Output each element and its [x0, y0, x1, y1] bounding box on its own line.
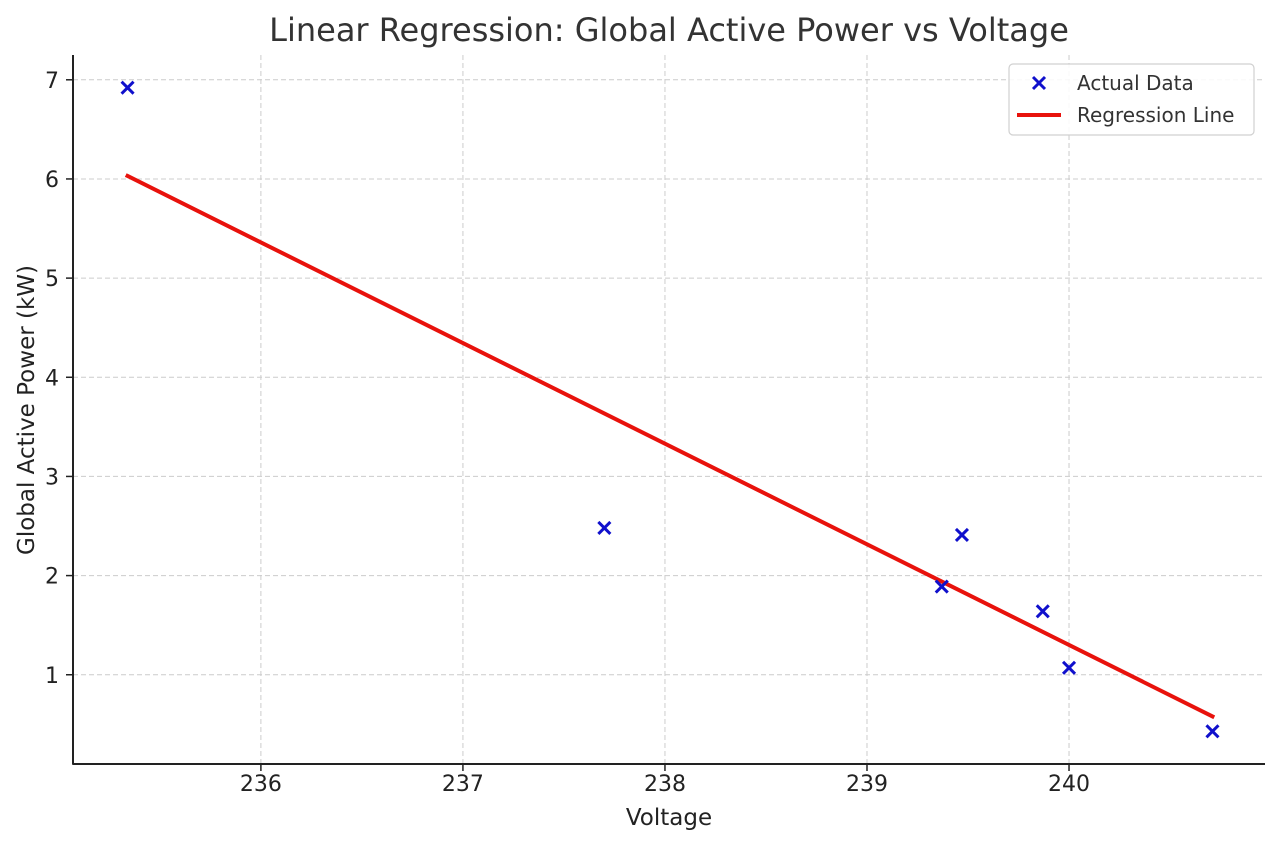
scatter-points-layer	[120, 80, 1220, 739]
x-tick-label-2: 238	[644, 772, 686, 797]
y-axis-label: Global Active Power (kW)	[14, 265, 40, 555]
x-tick-label-3: 239	[846, 772, 888, 797]
data-point-2	[934, 579, 949, 594]
x-tick-label-4: 240	[1048, 772, 1090, 797]
tick-labels: 236 237 238 239 240 1 2 3 4 5 6 7	[45, 69, 1090, 797]
y-tick-label-2: 3	[45, 465, 59, 490]
y-tick-label-4: 5	[45, 267, 59, 292]
data-point-3	[954, 527, 970, 542]
data-point-0	[120, 80, 135, 95]
legend-item-0: Actual Data	[1031, 71, 1194, 95]
regression-line	[124, 173, 1216, 720]
legend-marker-x	[1031, 75, 1047, 91]
legend-label-0: Actual Data	[1077, 71, 1194, 95]
regression-line-layer	[124, 173, 1216, 720]
legend-item-1: Regression Line	[1017, 103, 1234, 127]
axes	[66, 55, 1265, 771]
y-tick-label-6: 7	[45, 69, 59, 94]
y-tick-label-0: 1	[45, 664, 59, 689]
legend-box	[1008, 63, 1255, 136]
legend-label-1: Regression Line	[1077, 103, 1234, 127]
y-tick-label-5: 6	[45, 168, 59, 193]
x-axis-label: Voltage	[626, 805, 712, 831]
grid	[73, 55, 1265, 764]
x-tick-label-0: 236	[240, 772, 282, 797]
legend: Actual Data Regression Line	[1008, 63, 1255, 136]
data-point-1	[597, 520, 612, 536]
data-point-5	[1061, 660, 1077, 675]
y-tick-label-3: 4	[45, 366, 59, 391]
x-tick-label-1: 237	[442, 772, 484, 797]
chart-title: Linear Regression: Global Active Power v…	[269, 11, 1069, 49]
data-point-4	[1035, 604, 1050, 619]
y-tick-label-1: 2	[45, 565, 59, 590]
data-point-6	[1205, 724, 1220, 739]
